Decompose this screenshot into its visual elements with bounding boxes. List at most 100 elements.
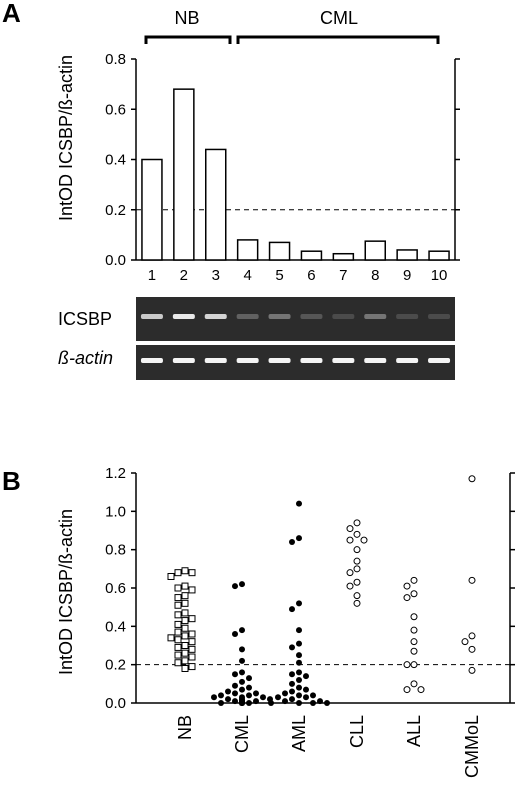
data-point: [296, 700, 302, 706]
data-point: [174, 651, 182, 659]
scatter-y-tick-label: 0.8: [105, 542, 126, 559]
data-point: [289, 680, 295, 687]
data-point: [225, 688, 231, 695]
bar-3: [205, 148, 227, 261]
data-point: [410, 647, 418, 655]
data-point: [181, 632, 189, 640]
data-point: [353, 530, 361, 538]
data-point: [181, 582, 189, 590]
actin-band: [236, 358, 259, 363]
scatter-x-tick-label: CML: [232, 715, 252, 753]
data-point: [181, 665, 189, 672]
data-point: [174, 659, 182, 667]
data-point: [253, 698, 259, 705]
gel-bands: [140, 314, 451, 363]
data-point: [188, 569, 196, 577]
actin-band: [172, 358, 195, 363]
data-point: [232, 682, 238, 689]
data-point: [239, 678, 245, 685]
actin-band: [140, 358, 163, 363]
data-point: [296, 535, 302, 542]
data-point: [468, 576, 476, 584]
data-point: [282, 690, 288, 697]
data-point: [303, 673, 309, 680]
data-point: [188, 663, 196, 671]
scatter-x-tick-label: NB: [175, 715, 195, 740]
data-point: [174, 594, 182, 602]
data-point: [225, 696, 231, 703]
data-point: [353, 557, 361, 565]
data-point: [239, 627, 245, 634]
data-point: [211, 694, 217, 701]
panel-b-letter: B: [2, 466, 21, 496]
scatter-y-tick-label: 0.6: [105, 580, 126, 597]
bar-y-tick-label: 0.2: [105, 202, 126, 219]
data-point: [239, 657, 245, 664]
data-point: [260, 694, 266, 701]
data-point: [410, 613, 418, 621]
actin-band: [300, 358, 323, 363]
icsbp-band: [364, 314, 387, 319]
data-point: [360, 536, 368, 544]
data-point: [174, 611, 182, 619]
data-point: [296, 500, 302, 507]
bar-y-tick-label: 0.0: [105, 252, 126, 269]
actin-band: [332, 358, 355, 363]
data-point: [324, 700, 330, 706]
data-point: [218, 700, 224, 706]
actin-band: [268, 358, 291, 363]
icsbp-band: [396, 314, 419, 319]
data-point: [296, 692, 302, 699]
bar-9: [396, 249, 418, 261]
bar-y-tick-label: 0.8: [105, 51, 126, 68]
data-point: [353, 578, 361, 586]
data-point: [174, 643, 182, 651]
actin-band: [364, 358, 387, 363]
icsbp-band: [172, 314, 195, 319]
data-point: [239, 669, 245, 676]
data-point: [275, 694, 281, 701]
icsbp-band: [140, 314, 163, 319]
data-point: [410, 590, 418, 598]
icsbp-band: [236, 314, 259, 319]
data-point: [218, 692, 224, 699]
data-point: [346, 582, 354, 590]
scatter-x-tick-label: AML: [289, 715, 309, 752]
data-point: [188, 586, 196, 594]
data-point: [181, 609, 189, 617]
data-point: [188, 653, 196, 661]
data-point: [468, 645, 476, 653]
bar-x-tick-label: 5: [275, 267, 283, 284]
scatter-y-tick-label: 1.2: [105, 465, 126, 482]
data-point: [289, 688, 295, 695]
data-point: [296, 669, 302, 676]
bar-x-tick-label: 6: [307, 267, 315, 284]
bar-6: [300, 250, 323, 261]
bar-y-axis-label: IntOD ICSBP/ß-actin: [56, 55, 76, 221]
data-point: [239, 686, 245, 693]
data-point: [239, 700, 245, 706]
data-point: [289, 539, 295, 545]
data-point: [232, 690, 238, 697]
data-point: [296, 600, 302, 607]
data-point: [353, 592, 361, 600]
bar-x-tick-label: 8: [371, 267, 379, 284]
data-point: [310, 692, 316, 699]
scatter-y-axis-label: IntOD ICSBP/ß-actin: [56, 509, 76, 675]
bar-x-tick-label: 4: [243, 267, 251, 284]
actin-band: [396, 358, 419, 363]
data-point: [296, 684, 302, 691]
data-point: [353, 599, 361, 607]
data-point: [289, 606, 295, 613]
data-point: [296, 677, 302, 683]
data-point: [410, 638, 418, 646]
data-point: [188, 645, 196, 653]
bar-x-tick-label: 7: [339, 267, 347, 284]
data-point: [310, 700, 316, 706]
data-point: [346, 536, 354, 544]
scatter-y-tick-label: 0.4: [105, 618, 126, 635]
data-point: [188, 630, 196, 638]
data-point: [246, 684, 252, 691]
data-point: [246, 675, 252, 682]
data-point: [167, 634, 175, 642]
